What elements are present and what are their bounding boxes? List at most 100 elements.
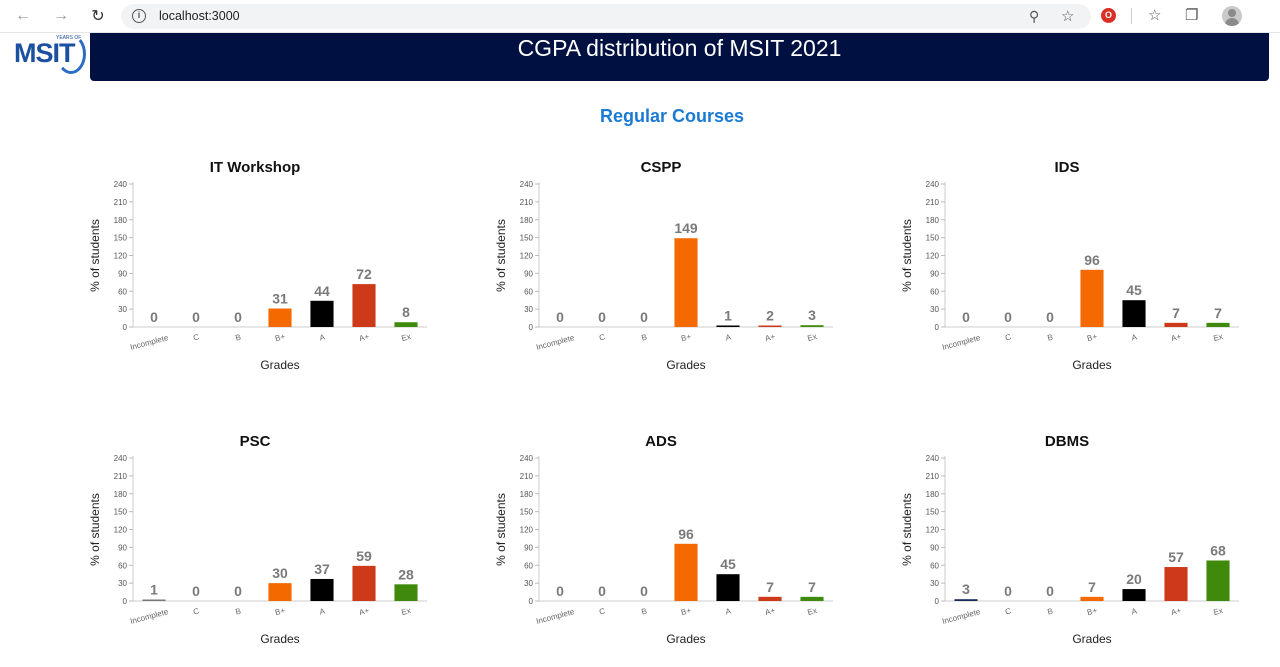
browser-toolbar: ← → ↻ i localhost:3000 ⚲ ☆ O ☆ ❐ bbox=[0, 0, 1280, 33]
y-tick-label: 150 bbox=[114, 508, 128, 517]
y-tick-label: 120 bbox=[520, 526, 534, 535]
bar bbox=[758, 325, 782, 327]
data-label: 0 bbox=[1046, 309, 1054, 325]
data-label: 0 bbox=[234, 583, 242, 599]
y-tick-label: 30 bbox=[524, 579, 533, 588]
y-tick-label: 30 bbox=[930, 305, 939, 314]
logo-years-text: YEARS OF bbox=[56, 35, 82, 41]
bar bbox=[268, 583, 292, 601]
data-label: 7 bbox=[1214, 305, 1222, 321]
site-info-icon[interactable]: i bbox=[132, 9, 146, 23]
data-label: 0 bbox=[1004, 583, 1012, 599]
bar bbox=[352, 284, 376, 327]
y-tick-label: 120 bbox=[114, 252, 128, 261]
x-tick-label: C bbox=[192, 332, 200, 342]
chart-ids: IDS 0 30 60 90 120 150 180 210 240% of students 0 I… bbox=[897, 153, 1277, 393]
chart-title: ADS bbox=[645, 433, 677, 450]
refresh-icon[interactable]: ↻ bbox=[91, 8, 105, 25]
x-tick-label: B bbox=[234, 332, 241, 342]
data-label: 72 bbox=[356, 266, 372, 282]
y-axis-label: % of students bbox=[88, 493, 102, 566]
bar bbox=[394, 584, 418, 601]
data-label: 37 bbox=[314, 561, 330, 577]
x-axis-label: Grades bbox=[260, 632, 299, 646]
y-axis-label: % of students bbox=[900, 493, 914, 566]
y-tick-label: 30 bbox=[118, 579, 127, 588]
data-label: 2 bbox=[766, 308, 774, 324]
x-tick-label: A+ bbox=[1170, 606, 1182, 617]
data-label: 1 bbox=[724, 308, 732, 324]
y-tick-label: 180 bbox=[520, 216, 534, 225]
x-tick-label: A+ bbox=[764, 606, 776, 617]
y-tick-label: 0 bbox=[935, 323, 940, 332]
y-tick-label: 210 bbox=[926, 198, 940, 207]
favorites-icon[interactable]: ☆ bbox=[1148, 7, 1162, 24]
y-tick-label: 60 bbox=[118, 561, 127, 570]
logo-arc bbox=[56, 34, 86, 74]
bar bbox=[674, 543, 698, 601]
y-tick-label: 90 bbox=[930, 543, 939, 552]
bar bbox=[1122, 589, 1146, 601]
chart-dbms: DBMS 0 30 60 90 120 150 180 210 240% of students 3… bbox=[897, 427, 1277, 667]
x-tick-label: Incomplete bbox=[535, 333, 576, 352]
y-tick-label: 210 bbox=[114, 472, 128, 481]
x-axis-label: Grades bbox=[260, 358, 299, 372]
data-label: 30 bbox=[272, 565, 288, 581]
chart-title: CSPP bbox=[641, 159, 682, 176]
x-tick-label: Incomplete bbox=[129, 607, 170, 626]
extension-icon[interactable]: O bbox=[1101, 8, 1116, 23]
data-label: 44 bbox=[314, 283, 330, 299]
x-tick-label: C bbox=[192, 606, 200, 616]
address-bar[interactable]: i localhost:3000 ⚲ ☆ bbox=[121, 4, 1091, 29]
data-label: 68 bbox=[1210, 542, 1226, 558]
bar bbox=[716, 325, 740, 327]
x-tick-label: A+ bbox=[358, 332, 370, 343]
data-label: 3 bbox=[808, 307, 816, 323]
y-tick-label: 60 bbox=[524, 287, 533, 296]
x-tick-label: A bbox=[318, 332, 326, 342]
x-tick-label: A bbox=[1130, 606, 1138, 616]
data-label: 45 bbox=[720, 556, 736, 572]
y-tick-label: 210 bbox=[114, 198, 128, 207]
y-tick-label: 60 bbox=[930, 287, 939, 296]
x-tick-label: Ex bbox=[806, 606, 817, 617]
data-label: 0 bbox=[598, 583, 606, 599]
data-label: 0 bbox=[962, 309, 970, 325]
y-tick-label: 90 bbox=[118, 543, 127, 552]
bar bbox=[1122, 300, 1146, 327]
y-tick-label: 150 bbox=[926, 508, 940, 517]
back-arrow-icon[interactable]: ← bbox=[15, 7, 31, 24]
profile-avatar[interactable] bbox=[1222, 6, 1242, 26]
forward-arrow-icon[interactable]: → bbox=[53, 7, 69, 24]
logo-text: MSIT bbox=[14, 38, 75, 68]
x-tick-label: Ex bbox=[400, 606, 411, 617]
x-axis-label: Grades bbox=[1072, 632, 1111, 646]
add-favorite-icon[interactable]: ☆ bbox=[1061, 8, 1075, 25]
data-label: 8 bbox=[402, 304, 410, 320]
y-tick-label: 240 bbox=[114, 454, 128, 463]
x-tick-label: B bbox=[1046, 332, 1053, 342]
bar bbox=[394, 322, 418, 327]
x-axis-label: Grades bbox=[1072, 358, 1111, 372]
collections-icon[interactable]: ❐ bbox=[1185, 7, 1199, 24]
y-tick-label: 180 bbox=[520, 490, 534, 499]
zoom-icon[interactable]: ⚲ bbox=[1029, 8, 1040, 24]
data-label: 0 bbox=[234, 309, 242, 325]
data-label: 0 bbox=[640, 309, 648, 325]
y-tick-label: 180 bbox=[926, 216, 940, 225]
data-label: 0 bbox=[556, 583, 564, 599]
y-tick-label: 240 bbox=[926, 454, 940, 463]
x-tick-label: C bbox=[598, 606, 606, 616]
y-tick-label: 0 bbox=[529, 597, 534, 606]
y-tick-label: 90 bbox=[118, 269, 127, 278]
y-tick-label: 150 bbox=[114, 234, 128, 243]
y-tick-label: 180 bbox=[114, 490, 128, 499]
bar bbox=[268, 308, 292, 327]
data-label: 57 bbox=[1168, 549, 1184, 565]
data-label: 3 bbox=[962, 581, 970, 597]
data-label: 7 bbox=[808, 579, 816, 595]
data-label: 0 bbox=[192, 583, 200, 599]
y-axis-label: % of students bbox=[494, 493, 508, 566]
y-tick-label: 0 bbox=[123, 597, 128, 606]
